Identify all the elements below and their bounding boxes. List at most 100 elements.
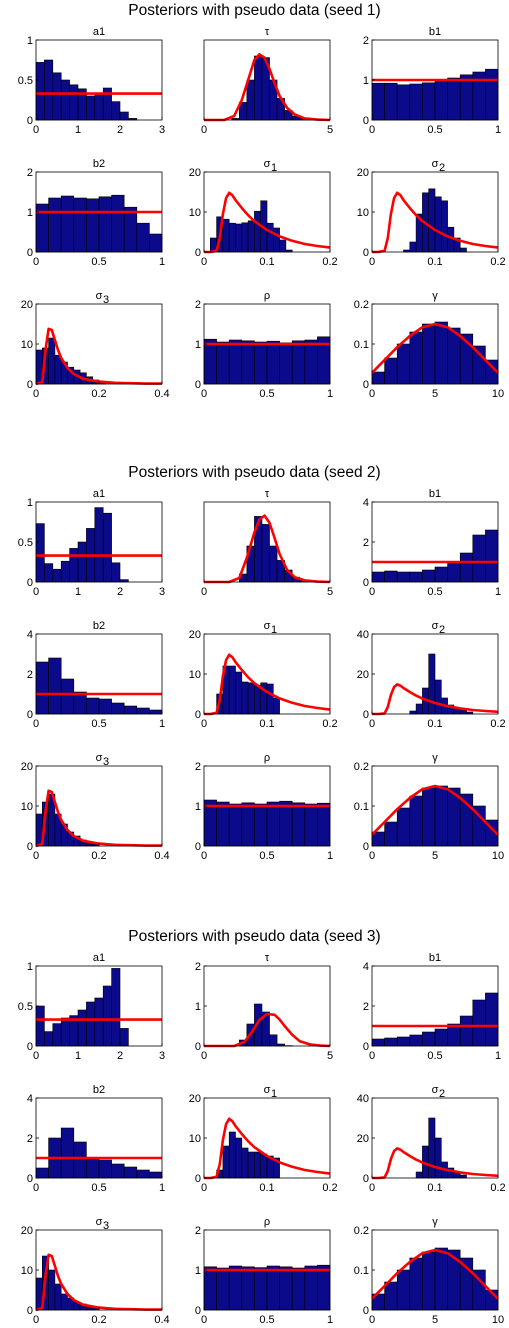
y-tick-label: 2	[195, 761, 201, 773]
x-tick-label: 1	[327, 1314, 333, 1326]
panel-title: τ	[265, 952, 270, 964]
histogram-bar	[279, 800, 293, 847]
histogram-bar	[94, 507, 104, 583]
y-tick-label: 1	[195, 801, 201, 813]
x-tick-label: 0.5	[427, 586, 442, 598]
x-tick-label: 0.5	[427, 124, 442, 136]
x-tick-label: 0.5	[91, 1182, 106, 1194]
histogram-bar	[485, 992, 499, 1047]
panel-title-subscript: 1	[271, 162, 277, 174]
histogram-bar	[102, 985, 112, 1047]
histogram-bar	[447, 77, 461, 121]
x-tick-label: 0	[201, 1314, 207, 1326]
histogram-bar	[434, 1137, 442, 1179]
y-tick-label: 0	[363, 841, 369, 853]
x-tick-label: 0.2	[490, 1182, 505, 1194]
histogram-bar	[434, 80, 448, 121]
histogram-bar	[371, 1038, 385, 1047]
x-tick-label: 1	[159, 718, 165, 730]
x-tick-label: 0	[33, 1314, 39, 1326]
x-tick-label: 5	[327, 124, 333, 136]
y-tick-label: 0	[27, 115, 33, 127]
panel-b2: b2 0 0.5 1 0 1 2	[27, 158, 165, 268]
x-tick-label: 5	[327, 1050, 333, 1062]
panel-title: σ	[264, 158, 271, 170]
panel-τ: τ 0 5	[201, 488, 333, 598]
histogram-bar	[272, 227, 280, 253]
x-tick-label: 0.1	[427, 718, 442, 730]
y-tick-label: 20	[21, 1225, 33, 1237]
histogram-bar	[35, 523, 45, 583]
histogram-bar	[52, 1023, 62, 1047]
panel-title: b2	[93, 620, 105, 632]
histogram-bar	[254, 210, 261, 253]
y-tick-label: 0.2	[354, 1225, 369, 1237]
x-tick-label: 0.5	[259, 388, 274, 400]
x-tick-label: 1	[75, 1050, 81, 1062]
histogram-bar	[254, 1267, 268, 1311]
y-tick-label: 0.2	[354, 761, 369, 773]
panel-τ: τ 0 5 0 1 2	[195, 952, 333, 1062]
y-tick-label: 0	[363, 1041, 369, 1053]
histogram-bar	[396, 1269, 411, 1311]
histogram-bar	[216, 801, 230, 847]
x-tick-label: 0	[201, 256, 207, 268]
x-tick-label: 0	[369, 850, 375, 862]
histogram-bar	[459, 793, 474, 847]
panel-title: b1	[429, 488, 441, 500]
histogram-bar	[428, 653, 436, 715]
panel-σ3: σ 3 0 0.2 0.4 0 10 20	[21, 290, 170, 400]
histogram-bar	[86, 95, 96, 121]
panel-title: ρ	[264, 752, 270, 764]
histogram-bar	[94, 93, 104, 121]
y-tick-label: 1	[27, 497, 33, 509]
panel-title: σ	[96, 752, 103, 764]
histogram-bar	[422, 569, 436, 583]
x-tick-label: 0.4	[154, 388, 169, 400]
histogram-bar	[409, 710, 417, 715]
histogram-bar	[60, 678, 75, 715]
x-tick-label: 0	[201, 124, 207, 136]
panel-title-subscript: 1	[271, 624, 277, 636]
histogram-bar	[222, 1145, 230, 1179]
x-tick-label: 0.5	[259, 850, 274, 862]
x-tick-label: 1	[327, 850, 333, 862]
histogram-bar	[136, 707, 150, 715]
panel-title: ρ	[264, 1216, 270, 1228]
x-tick-label: 0.4	[154, 850, 169, 862]
panel-title: σ	[432, 1084, 439, 1096]
y-tick-label: 10	[189, 1133, 201, 1145]
panel-title: σ	[96, 1216, 103, 1228]
y-tick-label: 1	[27, 35, 33, 47]
y-tick-label: 4	[27, 629, 33, 641]
prior-density-line	[371, 322, 499, 374]
histogram-bar	[317, 802, 331, 847]
panel-title: b1	[429, 26, 441, 38]
histogram-bar	[396, 571, 411, 583]
x-tick-label: 0.1	[259, 256, 274, 268]
panel-title: σ	[432, 620, 439, 632]
y-tick-label: 40	[357, 1093, 369, 1105]
histogram-bar	[254, 1151, 261, 1179]
histogram-bar	[60, 195, 75, 253]
histogram-bar	[235, 1137, 243, 1179]
histogram-bar	[266, 222, 274, 253]
histogram-bar	[254, 341, 268, 385]
histogram-bar	[409, 83, 423, 121]
histogram-bar	[266, 340, 280, 385]
histogram-bar	[434, 1247, 448, 1311]
histogram-bar	[279, 239, 287, 253]
x-tick-label: 0	[369, 388, 375, 400]
histogram-bar	[422, 1031, 436, 1047]
histogram-bar	[384, 82, 398, 121]
histogram-bar	[60, 1293, 68, 1311]
x-tick-label: 0	[369, 1314, 375, 1326]
x-tick-label: 0.2	[322, 718, 337, 730]
prior-density-line	[372, 1147, 499, 1180]
y-tick-label: 0	[195, 841, 201, 853]
prior-density-line	[204, 53, 331, 122]
x-tick-label: 3	[159, 1050, 165, 1062]
histogram-bar	[111, 562, 121, 583]
